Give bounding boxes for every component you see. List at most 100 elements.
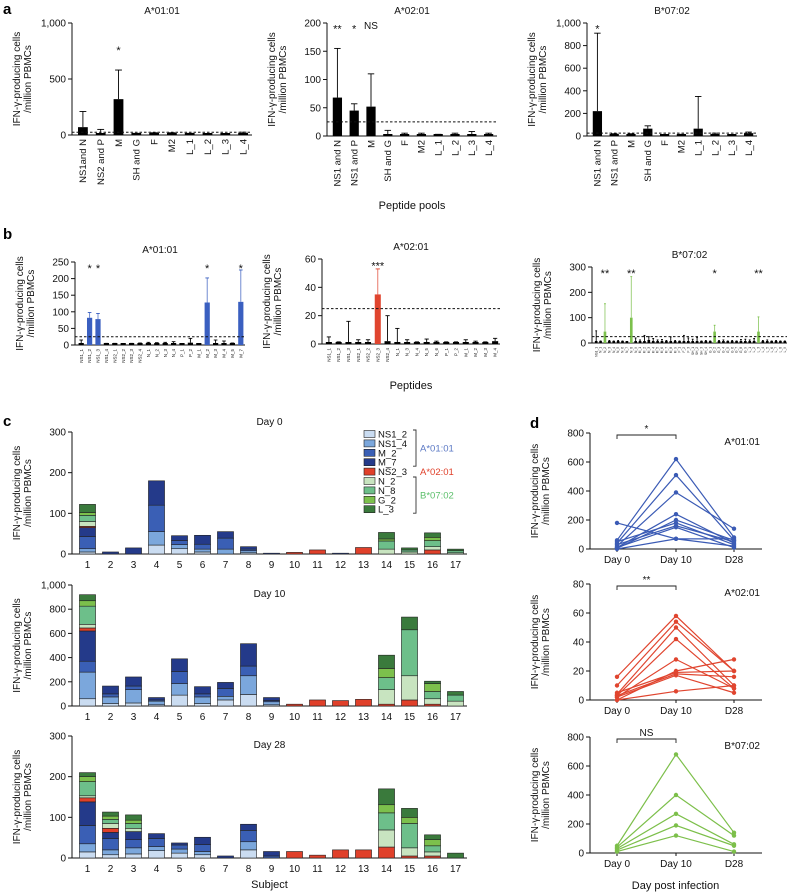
stacked-segment-m-2 (102, 838, 119, 851)
bar (325, 342, 332, 344)
stacked-segment-g-2 (125, 819, 142, 824)
stacked-segment-g-2 (424, 839, 441, 847)
y-tick-label: 0 (63, 341, 69, 352)
stacked-segment-m-2 (79, 825, 96, 845)
data-point (673, 520, 679, 526)
stacked-segment-ns1-4 (171, 544, 188, 550)
category-label: L_8 (779, 347, 783, 353)
bar (120, 343, 126, 345)
category-label: L_6 (770, 347, 774, 353)
bar (383, 134, 393, 136)
category-label: NS2_2 (121, 349, 126, 363)
category-label: M_2 (643, 347, 647, 353)
bar (643, 341, 646, 343)
legend-swatch (363, 477, 376, 485)
stacked-segment-ns1-2 (79, 851, 96, 859)
category-label: M_3 (647, 347, 651, 353)
stacked-segment-ns2-3 (286, 851, 303, 859)
category-label: NS2_4 (138, 349, 143, 363)
y-axis-label-line1: IFN-γ-producing cells (267, 32, 278, 126)
bar (616, 341, 620, 343)
category-label: M_2 (473, 348, 478, 357)
stacked-segment-ns1-2 (79, 551, 96, 555)
category-label: G_3 (717, 347, 721, 353)
bar (335, 342, 342, 344)
category-label: M_5 (230, 349, 235, 358)
category-label: N_7 (625, 347, 629, 353)
category-label: N_2 (603, 347, 607, 353)
stacked-segment-ns1-2 (148, 544, 165, 555)
category-label: NS2 and P (96, 139, 107, 185)
y-tick-label: 0 (315, 132, 321, 143)
subject-label: 5 (177, 712, 183, 723)
y-tick-label: 60 (305, 255, 317, 266)
category-label: M_1 (196, 349, 201, 358)
legend-swatch (363, 439, 376, 448)
category-label: L_3 (221, 139, 232, 155)
subject-label: 12 (335, 560, 347, 571)
stacked-segment-ns2-3 (355, 547, 372, 555)
stacked-segment-ns1-4 (194, 851, 211, 856)
x-axis-label: Peptide pools (379, 200, 446, 212)
subject-label: 16 (427, 864, 439, 875)
stacked-segment-ns2-3 (79, 797, 96, 803)
stacked-segment-ns1-2 (217, 699, 234, 707)
stacked-segment-m-7 (194, 534, 211, 545)
category-label: P_1 (180, 349, 185, 358)
category-label: SH_2 (695, 347, 699, 355)
stacked-segment-n-2 (378, 548, 395, 555)
stacked-segment-g-2 (378, 804, 395, 814)
stacked-segment-ns1-4 (148, 846, 165, 851)
stacked-segment-m-7 (194, 686, 211, 695)
stacked-segment-ns2-3 (378, 846, 395, 859)
stacked-segment-g-2 (378, 538, 395, 542)
stacked-segment-n-2 (79, 521, 96, 527)
y-tick-label: 300 (49, 428, 66, 439)
subject-label: 9 (269, 712, 275, 723)
category-label: M (366, 140, 377, 148)
stacked-segment-g-2 (79, 512, 96, 516)
bar (355, 342, 362, 344)
stacked-segment-ns1-4 (171, 848, 188, 854)
stacked-segment-l-3 (447, 691, 464, 696)
y-tick-label: 800 (564, 41, 581, 52)
category-label: N_5 (616, 347, 620, 353)
data-point (673, 670, 679, 675)
bar (669, 341, 673, 343)
bar (103, 343, 110, 345)
stacked-segment-m-7 (125, 676, 142, 687)
bar (660, 341, 664, 343)
legend-swatch (363, 505, 376, 514)
bar (634, 341, 637, 343)
significance-annotation: ** (627, 268, 636, 280)
stacked-segment-ns2-3 (355, 699, 372, 707)
stacked-segment-l-3 (424, 680, 441, 684)
bar (229, 343, 236, 345)
bar (220, 133, 231, 135)
stacked-segment-m-7 (171, 658, 188, 672)
category-label: G_5 (726, 347, 730, 353)
legend-group-label: B*07:02 (420, 491, 454, 502)
stacked-segment-g-2 (378, 668, 395, 678)
panel-label-d: d (530, 415, 539, 432)
category-label: L_3 (467, 140, 478, 156)
legend-group-label: A*02:01 (420, 467, 454, 478)
stacked-segment-m-7 (240, 823, 257, 831)
data-point (673, 657, 679, 662)
y-axis-label-line1: IFN-γ-producing cells (530, 595, 541, 689)
bar (345, 342, 352, 344)
significance-annotation: * (645, 424, 649, 435)
stacked-segment-n-2 (79, 624, 96, 629)
stacked-segment-ns1-4 (217, 696, 234, 701)
bar (761, 341, 765, 343)
stacked-segment-ns1-4 (217, 548, 234, 555)
stacked-segment-l-3 (79, 504, 96, 513)
subject-label: 3 (131, 864, 137, 875)
bar (612, 341, 616, 343)
bar (594, 341, 598, 343)
data-point (614, 520, 620, 526)
y-tick-label: 20 (573, 667, 585, 678)
category-label: NS2_3 (129, 349, 134, 363)
y-tick-label: 800 (567, 429, 584, 440)
data-point (673, 472, 679, 478)
